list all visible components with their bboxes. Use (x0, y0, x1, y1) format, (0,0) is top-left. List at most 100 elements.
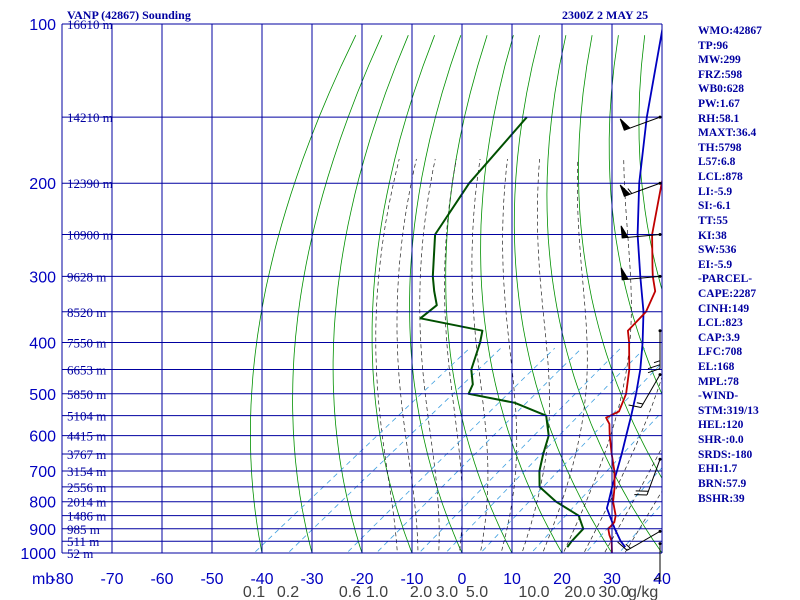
wind-barb (617, 529, 662, 551)
mixing-ratio-line (253, 347, 470, 553)
dry-adiabat-line (409, 35, 463, 553)
wind-barb-base (658, 274, 662, 278)
height-label: 511 m (67, 534, 99, 549)
pressure-tick-label: 800 (29, 495, 56, 512)
wind-barb (634, 457, 662, 496)
temperature-tick-label: 20 (553, 571, 571, 588)
dry-adiabat-line (546, 35, 662, 553)
wind-barb-half-flag (627, 188, 633, 194)
stat-item: RH:58.1 (698, 112, 740, 125)
height-label: 10900 m (67, 228, 113, 243)
parcel-line (606, 26, 662, 548)
temperature-tick-label: -10 (400, 571, 423, 588)
dry-adiabat-line (480, 35, 563, 553)
height-label: 3767 m (67, 447, 106, 462)
mixing-ratio-labels: 0.1 0.2 0.6 1.0 2.0 3.0 5.0 10.0 20.0 30.0g/kg (243, 584, 658, 600)
wind-barb-half-flag (653, 360, 661, 364)
pressure-axis: 100 200 300 400 500 600 700 800 900 1000 (20, 17, 56, 563)
wind-barb-pennant (620, 267, 629, 281)
wind-barb (628, 373, 662, 408)
wind-barb-pennant (620, 225, 629, 239)
stat-item: MAXT:36.4 (698, 127, 757, 140)
temperature-tick-label: 10 (503, 571, 521, 588)
stat-item: CINH:149 (698, 302, 750, 315)
stat-item: L57:6.8 (698, 156, 736, 169)
wind-barb-shaft (646, 459, 661, 496)
mixing-ratio-line (375, 347, 582, 553)
mixing-ratio-label: 3.0 (436, 584, 458, 600)
height-label: 52 m (67, 546, 93, 561)
wind-barb-pennant (619, 184, 631, 197)
stat-item: TH:5798 (698, 141, 742, 154)
wind-barb-base (658, 542, 662, 546)
stat-item: LI:-5.9 (698, 185, 733, 198)
dry-adiabat-line (578, 35, 662, 479)
height-label: 1486 m (67, 509, 106, 524)
height-label: 9628 m (67, 269, 106, 284)
pressure-tick-label: 1000 (20, 546, 56, 563)
stat-item: LFC:708 (698, 346, 743, 359)
wind-barb-base (658, 529, 662, 533)
wind-barb (620, 267, 662, 281)
temperature-tick-label: -20 (350, 571, 373, 588)
temperature-tick-label: 30 (603, 571, 621, 588)
stat-item: MW:299 (698, 54, 741, 67)
height-label: 7550 m (67, 335, 106, 350)
chart-timestamp: 2300Z 2 MAY 25 (562, 8, 649, 22)
wind-barb-base (658, 233, 662, 237)
temperature-tick-label: -80 (50, 571, 73, 588)
height-label: 985 m (67, 522, 100, 537)
pressure-tick-label: 400 (29, 335, 56, 352)
wind-barb-base (658, 181, 662, 185)
stat-item: STM:319/13 (698, 404, 759, 417)
wind-barb-flag (628, 404, 642, 408)
mixing-ratio-line (418, 347, 621, 553)
stat-item: SHR-:0.0 (698, 434, 744, 447)
grid (61, 23, 663, 554)
wind-barb-half-flag (653, 577, 661, 581)
wind-barb-flag (617, 541, 628, 551)
stat-item: SW:536 (698, 244, 737, 257)
stat-item: TP:96 (698, 39, 729, 52)
stat-item: HEL:120 (698, 419, 744, 432)
wind-barb (619, 115, 662, 131)
mixing-ratio-label: 2.0 (410, 584, 432, 600)
temperature-tick-label: -60 (150, 571, 173, 588)
moist-adiabat-line (375, 158, 400, 553)
mixing-ratio-line (585, 467, 662, 553)
wind-barb-half-flag (636, 402, 644, 405)
wind-barb (653, 542, 662, 582)
wind-barb-base (658, 457, 662, 461)
dry-adiabat-line (638, 35, 662, 292)
mixing-ratio-unit: g/kg (628, 584, 658, 600)
stat-item: BSHR:39 (698, 492, 745, 505)
stat-item: LCL:823 (698, 317, 743, 330)
dry-adiabat-line (608, 35, 662, 396)
dry-adiabat-line (513, 35, 613, 553)
height-label: 5104 m (67, 409, 106, 424)
mixing-ratio-label: 30.0 (598, 584, 629, 600)
wind-barb (619, 181, 662, 197)
wind-barb-base (658, 115, 662, 119)
wind-barb-pennant (619, 118, 631, 131)
temperature-line (605, 177, 662, 553)
temperature-tick-label: -40 (250, 571, 273, 588)
dewpoint-line (419, 116, 585, 548)
mixing-ratio-label: 5.0 (466, 584, 488, 600)
height-labels: 16610 m 14210 m 12390 m 10900 m 9628 m 8520 m… (67, 17, 113, 561)
stat-item: -PARCEL- (698, 273, 753, 286)
mixing-ratio-line (346, 347, 555, 553)
pressure-axis-unit: mb (32, 571, 54, 588)
pressure-tick-label: 300 (29, 269, 56, 286)
dry-adiabats (250, 35, 662, 553)
stat-item: KI:38 (698, 229, 727, 242)
stat-item: EL:168 (698, 361, 735, 374)
height-label: 5850 m (67, 387, 106, 402)
stat-item: SRDS:-180 (698, 448, 753, 461)
wind-barb-flag (647, 364, 661, 370)
mixing-ratio-label: 0.6 (339, 584, 361, 600)
stat-item: -WIND- (698, 390, 739, 403)
pressure-tick-label: 700 (29, 464, 56, 481)
pressure-tick-label: 100 (29, 17, 56, 34)
